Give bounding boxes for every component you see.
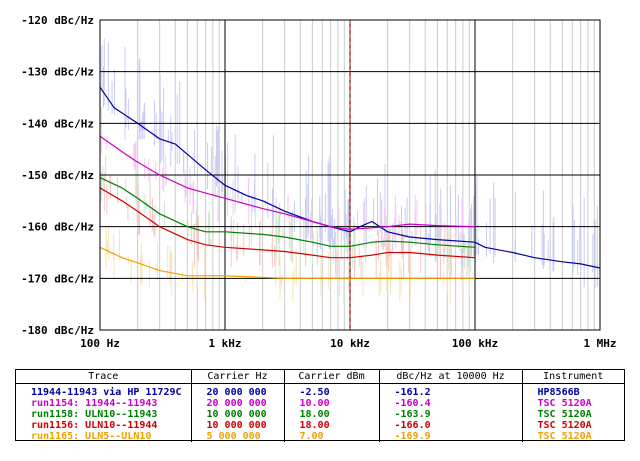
series-line-4 bbox=[99, 187, 476, 259]
legend-row: run1165: ULN5--ULN10 5 000 000 7.00 -169.9 T… bbox=[16, 431, 624, 442]
header-dbc-at-offset: dBc/Hz at 10000 Hz bbox=[379, 370, 523, 384]
legend-cell-carrier-hz: 20 000 000 bbox=[191, 383, 285, 398]
legend-cell-dbc-at-offset: -160.4 bbox=[379, 398, 523, 409]
legend-cell-instrument: HP8566B bbox=[537, 387, 580, 398]
legend-cell-carrier-dbm: 7.00 bbox=[284, 431, 380, 442]
y-tick-label: -180 dBc/Hz bbox=[21, 324, 94, 337]
legend-header-row: Trace Carrier Hz Carrier dBm dBc/Hz at 1… bbox=[16, 370, 624, 384]
x-tick-label: 1 MHz bbox=[583, 337, 616, 350]
series-lines bbox=[99, 86, 601, 279]
header-carrier-dbm: Carrier dBm bbox=[284, 370, 380, 384]
x-axis-tick-labels: 100 Hz 1 kHz 10 kHz 100 kHz 1 MHz bbox=[80, 337, 616, 350]
legend-row: 11944-11943 via HP 11729C 20 000 000 -2.50… bbox=[16, 383, 624, 398]
header-trace: Trace bbox=[16, 370, 192, 384]
legend-table-box: Trace Carrier Hz Carrier dBm dBc/Hz at 1… bbox=[15, 369, 625, 442]
legend-row: run1154: 11944--11943 20 000 000 10.00 -160… bbox=[16, 398, 624, 409]
legend-cell-dbc-at-offset: -166.0 bbox=[379, 420, 523, 431]
y-tick-label: -140 dBc/Hz bbox=[21, 117, 94, 130]
y-tick-label: -120 dBc/Hz bbox=[21, 14, 94, 27]
legend-cell-carrier-dbm: -2.50 bbox=[284, 383, 380, 398]
y-tick-label: -150 dBc/Hz bbox=[21, 169, 94, 182]
x-tick-label: 1 kHz bbox=[208, 337, 241, 350]
legend-cell-instrument: TSC 5120A bbox=[537, 431, 592, 442]
series-line-3 bbox=[99, 177, 476, 248]
legend-cell-carrier-hz: 5 000 000 bbox=[191, 431, 285, 442]
phase-noise-plot: -120 dBc/Hz -130 dBc/Hz -140 dBc/Hz -150 dB… bbox=[21, 14, 616, 350]
legend-cell-instrument: TSC 5120A bbox=[537, 420, 592, 431]
legend-cell-trace-name: run1156: ULN10--11944 bbox=[16, 420, 192, 431]
legend-row: run1158: ULN10--11943 10 000 000 18.00 -163… bbox=[16, 409, 624, 420]
series-line-5 bbox=[99, 246, 475, 279]
legend-row: run1156: ULN10--11944 10 000 000 18.00 -166… bbox=[16, 420, 624, 431]
legend-cell-carrier-hz: 10 000 000 bbox=[191, 420, 285, 431]
legend-table: Trace Carrier Hz Carrier dBm dBc/Hz at 1… bbox=[16, 370, 624, 442]
y-tick-label: -130 dBc/Hz bbox=[21, 66, 94, 79]
legend-cell-trace-name: run1154: 11944--11943 bbox=[16, 398, 192, 409]
legend-cell-dbc-at-offset: -169.9 bbox=[379, 431, 523, 442]
x-tick-label: 10 kHz bbox=[330, 337, 370, 350]
legend-cell-dbc-at-offset: -163.9 bbox=[379, 409, 523, 420]
legend-cell-dbc-at-offset: -161.2 bbox=[379, 383, 523, 398]
legend-cell-carrier-dbm: 10.00 bbox=[284, 398, 380, 409]
y-tick-label: -160 dBc/Hz bbox=[21, 221, 94, 234]
legend-cell-trace-name: 11944-11943 via HP 11729C bbox=[16, 383, 192, 398]
x-tick-label: 100 kHz bbox=[452, 337, 498, 350]
header-carrier-hz: Carrier Hz bbox=[191, 370, 285, 384]
plot-frame bbox=[99, 19, 601, 331]
series-line-1 bbox=[99, 86, 601, 269]
series-line-2 bbox=[99, 135, 476, 230]
legend-cell-trace-name: run1158: ULN10--11943 bbox=[16, 409, 192, 420]
raw-noise-spikes bbox=[99, 38, 598, 304]
y-axis-tick-labels: -120 dBc/Hz -130 dBc/Hz -140 dBc/Hz -150 dB… bbox=[21, 14, 94, 337]
legend-cell-carrier-hz: 10 000 000 bbox=[191, 409, 285, 420]
legend-cell-trace-name: run1165: ULN5--ULN10 bbox=[16, 431, 192, 442]
legend-cell-carrier-dbm: 18.00 bbox=[284, 420, 380, 431]
legend-body: 11944-11943 via HP 11729C 20 000 000 -2.50… bbox=[16, 383, 624, 442]
legend-cell-instrument: TSC 5120A bbox=[537, 398, 592, 409]
x-tick-label: 100 Hz bbox=[80, 337, 120, 350]
legend-cell-carrier-dbm: 18.00 bbox=[284, 409, 380, 420]
legend-cell-carrier-hz: 20 000 000 bbox=[191, 398, 285, 409]
header-instrument: Instrument bbox=[522, 370, 624, 384]
y-tick-label: -170 dBc/Hz bbox=[21, 272, 94, 285]
legend-cell-instrument: TSC 5120A bbox=[537, 409, 592, 420]
